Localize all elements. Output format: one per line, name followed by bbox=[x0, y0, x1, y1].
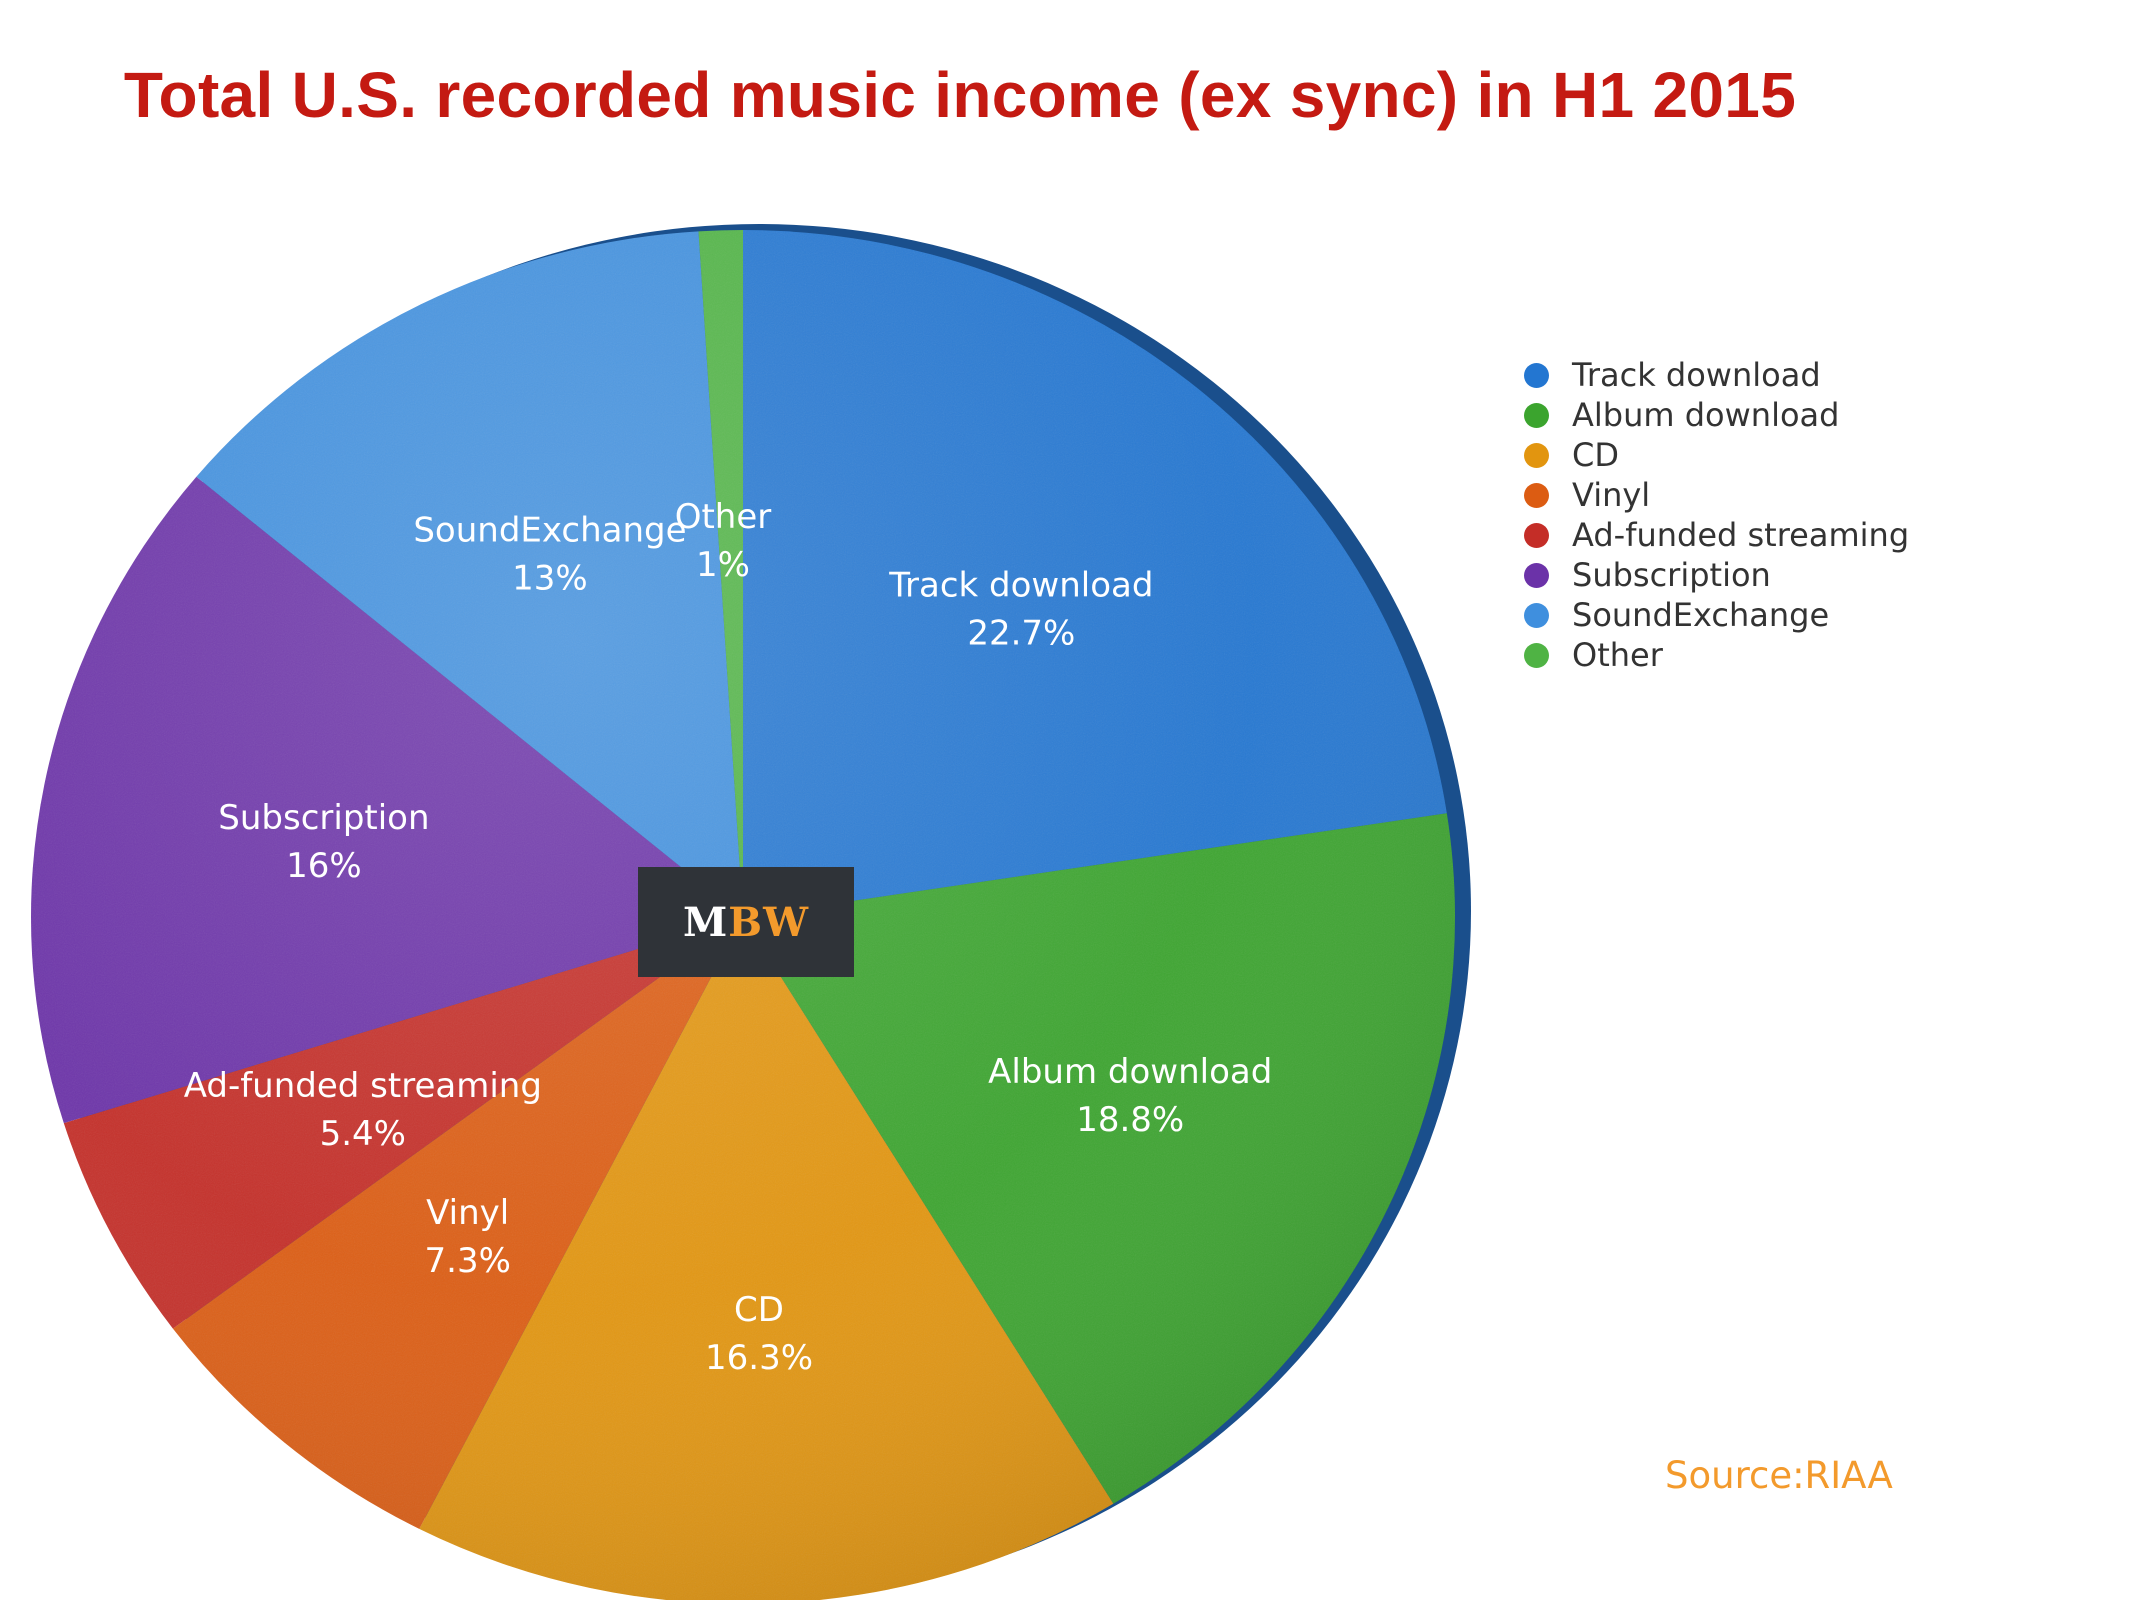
slice-name-other: Other bbox=[675, 497, 772, 537]
legend-item-vinyl: Vinyl bbox=[1524, 475, 1909, 515]
slice-name-album-download: Album download bbox=[988, 1052, 1272, 1092]
slice-label-cd: CD 16.3% bbox=[705, 1290, 813, 1378]
logo-m: M bbox=[682, 898, 729, 946]
slice-label-track-download: Track download 22.7% bbox=[888, 565, 1153, 653]
legend-label-soundexchange: SoundExchange bbox=[1572, 596, 1830, 634]
legend-swatch-subscription bbox=[1524, 562, 1549, 588]
slice-label-subscription: Subscription 16% bbox=[218, 798, 429, 886]
legend-swatch-cd bbox=[1524, 442, 1549, 468]
slice-value-vinyl: 7.3% bbox=[425, 1241, 511, 1281]
legend-item-subscription: Subscription bbox=[1524, 555, 1909, 595]
mbw-logo: M BW bbox=[638, 867, 854, 977]
slice-name-subscription: Subscription bbox=[218, 798, 429, 838]
slice-name-ad-funded-streaming: Ad-funded streaming bbox=[184, 1066, 542, 1106]
pie-labels: Track download 22.7% Album download 18.8% CD… bbox=[184, 497, 1273, 1378]
slice-name-track-download: Track download bbox=[888, 565, 1153, 605]
slice-value-album-download: 18.8% bbox=[1076, 1100, 1184, 1140]
legend-swatch-other bbox=[1524, 642, 1549, 668]
slice-name-soundexchange: SoundExchange bbox=[413, 510, 686, 550]
legend-label-vinyl: Vinyl bbox=[1572, 476, 1651, 514]
legend-swatch-vinyl bbox=[1524, 482, 1549, 508]
slice-value-cd: 16.3% bbox=[705, 1338, 813, 1378]
legend-label-subscription: Subscription bbox=[1572, 556, 1771, 594]
legend-label-album-download: Album download bbox=[1572, 396, 1840, 434]
legend-label-track-download: Track download bbox=[1572, 356, 1821, 394]
chart-title: Total U.S. recorded music income (ex syn… bbox=[123, 59, 1797, 131]
legend-swatch-ad-funded-streaming bbox=[1524, 522, 1549, 548]
slice-value-ad-funded-streaming: 5.4% bbox=[320, 1114, 406, 1154]
slice-label-album-download: Album download 18.8% bbox=[988, 1052, 1272, 1140]
slice-value-subscription: 16% bbox=[286, 846, 362, 886]
slice-label-ad-funded-streaming: Ad-funded streaming 5.4% bbox=[184, 1066, 542, 1154]
legend-item-album-download: Album download bbox=[1524, 395, 1909, 435]
legend: Track download Album download CD Vinyl Ad-fu… bbox=[1524, 355, 1909, 675]
slice-label-soundexchange: SoundExchange 13% bbox=[413, 510, 686, 598]
legend-label-other: Other bbox=[1572, 636, 1663, 674]
legend-swatch-track-download bbox=[1524, 362, 1549, 388]
legend-item-other: Other bbox=[1524, 635, 1909, 675]
legend-swatch-album-download bbox=[1524, 402, 1549, 428]
slice-name-cd: CD bbox=[734, 1290, 784, 1330]
slice-value-track-download: 22.7% bbox=[967, 613, 1075, 653]
legend-label-ad-funded-streaming: Ad-funded streaming bbox=[1572, 516, 1910, 554]
legend-item-soundexchange: SoundExchange bbox=[1524, 595, 1909, 635]
source-note: Source:RIAA bbox=[1665, 1454, 1893, 1497]
legend-swatch-soundexchange bbox=[1524, 602, 1549, 628]
slice-label-other: Other 1% bbox=[675, 497, 772, 585]
slice-label-vinyl: Vinyl 7.3% bbox=[425, 1193, 511, 1281]
legend-item-ad-funded-streaming: Ad-funded streaming bbox=[1524, 515, 1909, 555]
slice-value-other: 1% bbox=[696, 545, 750, 585]
legend-item-track-download: Track download bbox=[1524, 355, 1909, 395]
slice-value-soundexchange: 13% bbox=[512, 558, 588, 598]
legend-label-cd: CD bbox=[1572, 436, 1619, 474]
legend-item-cd: CD bbox=[1524, 435, 1909, 475]
logo-bw: BW bbox=[728, 898, 809, 946]
slice-name-vinyl: Vinyl bbox=[426, 1193, 509, 1233]
